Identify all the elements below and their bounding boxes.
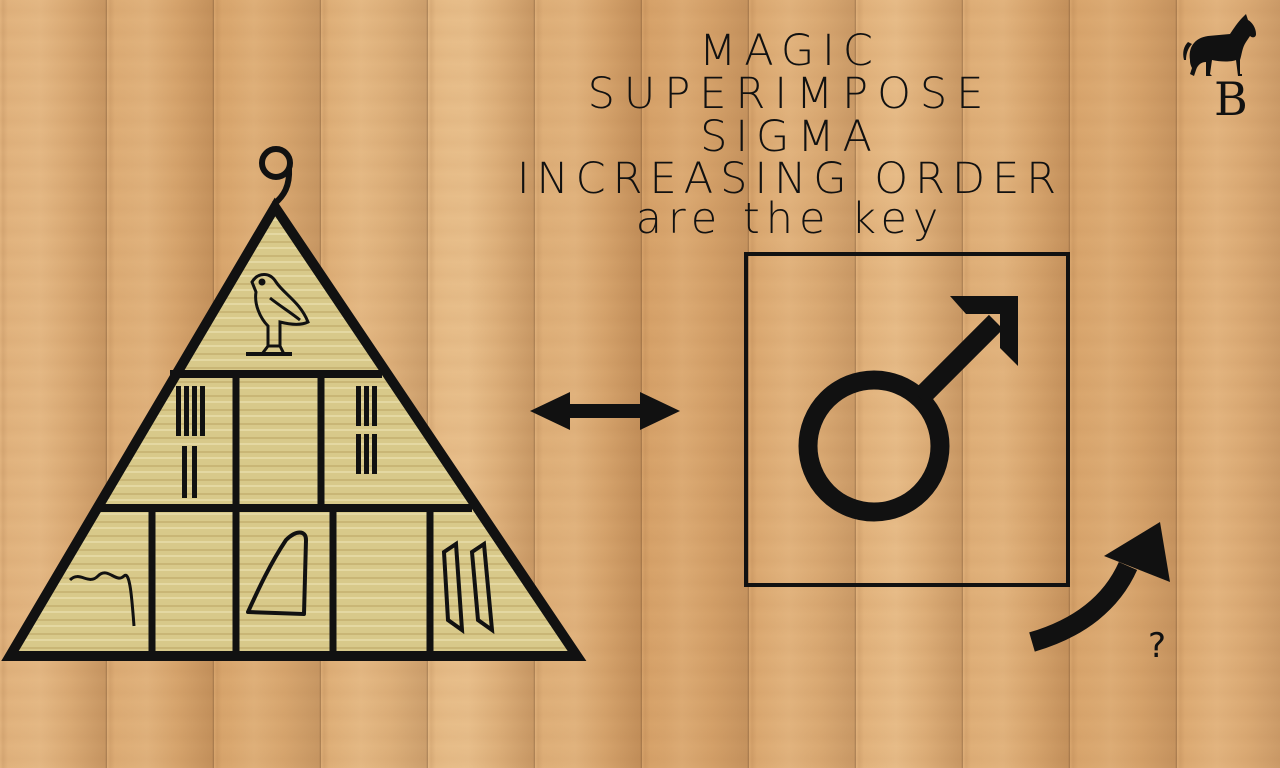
symbol-box-frame: [744, 252, 1070, 587]
riddle-line-4: INCREASING ORDER: [516, 154, 1064, 204]
riddle-line-2: SUPERIMPOSE: [587, 69, 993, 119]
reed-hieroglyph-icon: [441, 540, 495, 635]
tally-hieroglyph-icon: [176, 386, 205, 498]
bird-hieroglyph-icon: [246, 273, 310, 356]
horse-icon: [1183, 14, 1256, 76]
double-arrow-icon: [530, 392, 680, 430]
logo-letter: B: [1214, 72, 1248, 126]
symbol-box[interactable]: [744, 252, 1070, 587]
question-mark: ?: [1148, 626, 1167, 666]
tally-hieroglyph-icon: [356, 386, 377, 474]
riddle-line-5: are the key: [635, 194, 945, 244]
riddle-line-3: SIGMA: [700, 112, 880, 162]
hill-hieroglyph-icon: [246, 530, 308, 616]
pyramid-outline: [1, 197, 587, 661]
male-symbol-icon: [798, 296, 1018, 522]
pyramid-apex-hook: [259, 146, 293, 207]
curved-arrow-icon: [1029, 522, 1170, 652]
pyramid-puzzle[interactable]: [1, 146, 587, 661]
riddle-line-1: MAGIC: [699, 26, 881, 76]
wavy-line-hieroglyph-icon: [68, 571, 136, 627]
